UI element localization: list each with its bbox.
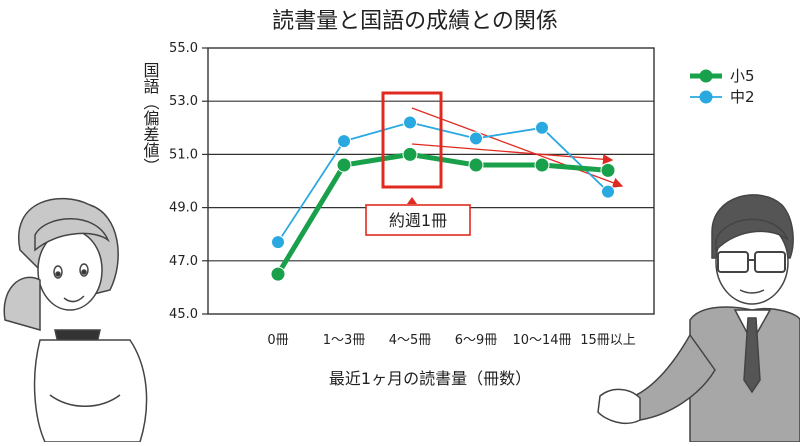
data-point [535,158,549,172]
data-point [272,236,285,249]
x-tick-labels: 0冊 1〜3冊 4〜5冊 6〜9冊 10〜14冊 15冊以上 [267,333,635,348]
legend-label: 中2 [730,88,755,106]
y-axis-label: 国語（偏差値） [141,62,160,174]
data-point [602,185,615,198]
data-point [337,158,351,172]
legend-label: 小5 [730,67,755,85]
y-tick-label: 55.0 [169,41,198,56]
y-tick-label: 49.0 [169,201,198,216]
y-tick-label: 45.0 [169,307,198,322]
legend-marker [700,91,713,104]
x-tick-label: 6〜9冊 [455,333,498,348]
data-point [271,267,285,281]
x-tick-label: 0冊 [267,333,288,348]
data-point [403,147,417,161]
y-tick-label: 47.0 [169,254,198,269]
x-axis-label: 最近1ヶ月の読書量（冊数） [329,369,531,388]
data-point [601,163,615,177]
data-point [470,132,483,145]
x-tick-label: 4〜5冊 [389,333,432,348]
annotation-label: 約週1冊 [389,211,447,230]
y-tick-label: 53.0 [169,94,198,109]
x-tick-label: 10〜14冊 [512,333,571,348]
data-point [536,121,549,134]
y-tick-label: 51.0 [169,147,198,162]
chart-title: 読書量と国語の成績との関係 [272,9,558,34]
y-tick-labels: 45.0 47.0 49.0 51.0 53.0 55.0 [169,41,198,322]
x-tick-label: 15冊以上 [580,333,636,348]
girl-illustration [4,199,146,442]
legend-marker [700,70,713,83]
data-point [338,135,351,148]
x-tick-label: 1〜3冊 [323,333,366,348]
data-point [404,116,417,129]
data-point [469,158,483,172]
